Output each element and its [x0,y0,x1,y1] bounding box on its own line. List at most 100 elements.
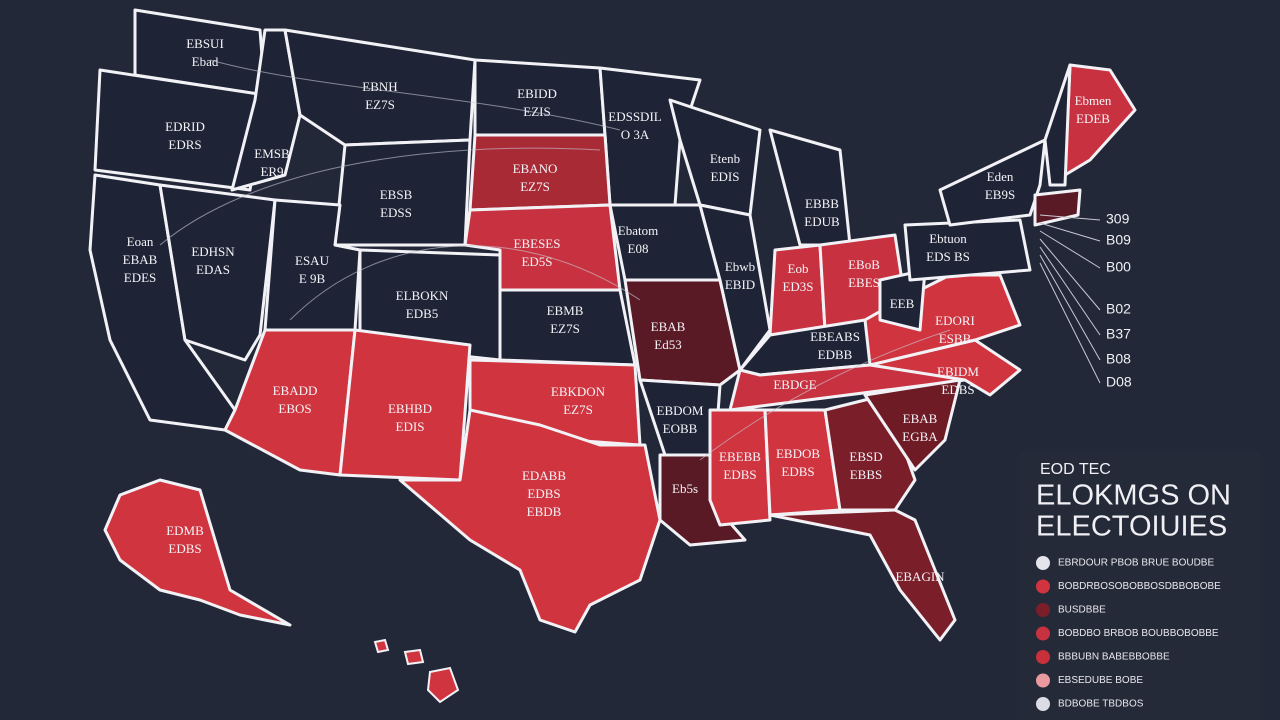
state-label: Ed53 [654,337,681,352]
state [1043,63,1072,187]
state-label: EDHSN [191,244,235,259]
side-label: B37 [1106,326,1131,342]
state-label: ED3S [782,279,813,294]
legend-label: BDBOBE TBDBOS [1058,699,1144,710]
leader-line [1039,230,1101,269]
side-label: B00 [1106,259,1131,275]
state-label: EBDGE [773,377,816,392]
state-label: EDORI [935,313,975,328]
state [158,183,277,362]
state-label: E08 [628,241,649,256]
state-label: EBMB [547,303,584,318]
state-label: EDBS [168,541,201,556]
state-label: EBIDM [937,364,979,379]
decor-lines [159,59,951,461]
leader-line [1039,246,1101,336]
state-label: Eden [987,169,1014,184]
side-labels: 309 B09 B00 B02 B37 B08 D08 [1039,211,1132,390]
side-label: 309 [1106,211,1130,227]
state-label: ER9 [260,164,283,179]
state-label: ESAU [295,253,330,268]
side-label: B08 [1106,351,1131,367]
state-label: EDIS [711,169,740,184]
state-label: ELBOKN [396,288,449,303]
state-label: EBES [848,275,880,290]
hawaii [373,638,460,704]
state-label: EDBS [781,464,814,479]
state-label: EBIDD [517,86,557,101]
state-label: EBESES [514,236,561,251]
state-label: EDBS [723,467,756,482]
state-label: EBSB [380,187,413,202]
side-label: D08 [1106,374,1132,390]
state [698,203,772,372]
legend-heading: ELOKMGS ON [1036,480,1231,512]
state-label: Eoan [127,234,154,249]
state-label: EDIS [396,419,425,434]
state-label: EZ7S [520,179,550,194]
state [398,408,662,634]
state-label: EBDOM [657,403,704,418]
state-label: EBAB [651,319,686,334]
state-label: EBBB [805,196,839,211]
state-label: EB9S [985,187,1015,202]
state-label: EBOS [278,401,311,416]
state-label: EBAGIN [895,569,945,584]
state-label: Ebmen [1075,93,1112,108]
leader-line [1039,238,1101,311]
state-label: EBSD [849,449,882,464]
leader-line [1039,214,1101,221]
state-label: EZ7S [550,321,580,336]
side-label: B02 [1106,301,1131,317]
state-label: EBEBB [719,449,761,464]
state [768,508,957,642]
state-label: EDAS [196,262,230,277]
state-label: EDRS [168,137,201,152]
state-label: EBADD [273,383,318,398]
state-label: Ebatom [618,223,658,238]
state-label: EBDOB [776,446,820,461]
state-label: EBID [725,277,755,292]
legend-title: EOD TEC [1040,461,1111,478]
decor-line [699,329,951,461]
state-label: EDBB [818,347,853,362]
state-label: EDB5 [406,306,439,321]
state-label: EDES [124,270,157,285]
state-label: ED5S [521,254,552,269]
state-label: EOBB [663,421,698,436]
legend-swatch [1036,697,1050,711]
state-label: EZ7S [563,402,593,417]
state-label: EDBS [527,486,560,501]
legend-swatch [1036,556,1050,570]
side-label: B09 [1106,232,1131,248]
legend-swatch [1036,673,1050,688]
state-label: EDRID [165,119,205,134]
state-label: EBEABS [810,329,860,344]
state-label: EBHBD [388,401,432,416]
state [863,378,962,472]
decor-line [289,245,641,321]
leader-line [1039,254,1101,361]
state-label: EBNH [362,79,397,94]
legend-label: BUSDBBE [1058,605,1106,616]
states: EBSUI Ebad EDRID EDRS EMSB ER9 EBNH EZ7S EBIDD EZ… [88,8,1137,642]
state-label: Eob [788,261,809,276]
leader-line [1039,222,1101,242]
legend-label: EBSEDUBE BOBE [1058,675,1143,686]
state-label: EDUB [804,214,840,229]
state-label: Ebtuon [929,231,967,246]
island [426,666,460,704]
state-label: EDMB [166,523,204,538]
state-label: ESBB [939,331,972,346]
state [708,408,772,527]
state-label: EDSSDIL [608,109,662,124]
state-label: EMSB [254,146,290,161]
decor-line [209,59,621,131]
state-label: EBAB [123,252,158,267]
decor-line [159,147,601,246]
state-label: Etenb [710,151,740,166]
legend-label: BBBUBN BABEBBOBBE [1058,652,1170,663]
state-label: EDEB [1076,111,1110,126]
legend-label: BOBDBO BRBOB BOUBBOBOBBE [1058,628,1219,639]
state-label: Ebad [192,54,219,69]
